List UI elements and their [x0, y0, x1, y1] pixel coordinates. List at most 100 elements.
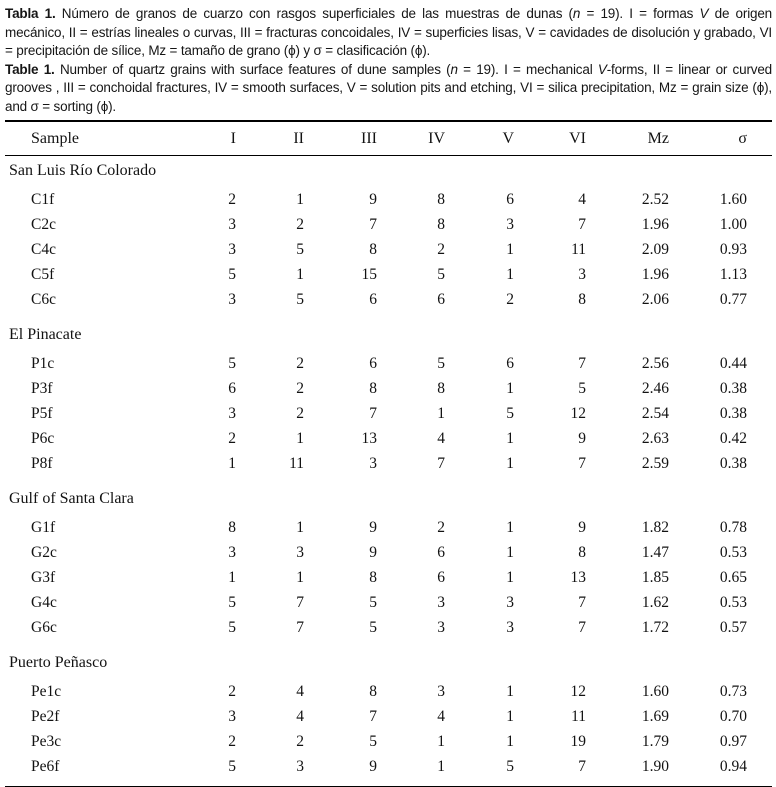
value-cell: 19 [570, 733, 587, 750]
value-cell: 1.60 [641, 683, 669, 700]
table-row: G1f 8 1 9 2 1 9 1.82 0.78 [5, 515, 772, 540]
value-cell: 5 [296, 241, 304, 258]
table-body: San Luis Río Colorado C1f 2 1 9 8 6 4 2.52 1.60 C2… [5, 156, 772, 787]
value-cell: 2 [296, 733, 304, 750]
value-cell: 0.53 [719, 544, 747, 561]
value-cell: 7 [578, 216, 586, 233]
value-cell: 13 [361, 430, 378, 447]
value-cell: 3 [506, 594, 514, 611]
value-cell: 1 [506, 430, 514, 447]
quartz-grains-table: Sample I II III IV V VI Mz σ San Luis Río Colora… [5, 120, 772, 787]
column-header-V: V [445, 121, 514, 156]
caption-segment: Tabla 1. [5, 6, 56, 21]
caption-segment: n [572, 6, 581, 21]
sample-id: Pe2f [31, 708, 60, 725]
value-cell: 1.60 [719, 191, 747, 208]
table-row: C5f 5 1 15 5 1 3 1.96 1.13 [5, 262, 772, 287]
value-cell: 1 [506, 266, 514, 283]
value-cell: 1 [296, 191, 304, 208]
caption-segment: V [699, 6, 709, 21]
value-cell: 7 [578, 355, 586, 372]
sample-id: P6c [31, 430, 55, 447]
value-cell: 2.09 [641, 241, 669, 258]
value-cell: 7 [578, 619, 586, 636]
value-cell: 8 [369, 241, 377, 258]
value-cell: 1 [506, 519, 514, 536]
value-cell: 6 [228, 380, 236, 397]
value-cell: 3 [296, 758, 304, 775]
value-cell: 5 [506, 758, 514, 775]
value-cell: 0.93 [719, 241, 747, 258]
group-label: El Pinacate [9, 326, 82, 343]
column-header-I: I [193, 121, 236, 156]
value-cell: 5 [578, 380, 586, 397]
value-cell: 0.65 [719, 569, 747, 586]
value-cell: 3 [437, 683, 445, 700]
caption-block: Tabla 1. Número de granos de cuarzo con … [5, 5, 772, 116]
value-cell: 1 [506, 380, 514, 397]
caption-spanish: Tabla 1. Número de granos de cuarzo con … [5, 5, 772, 61]
table-row: Pe1c 2 4 8 3 1 12 1.60 0.73 [5, 679, 772, 704]
value-cell: 5 [437, 266, 445, 283]
sample-id: G6c [31, 619, 57, 636]
sample-id: G3f [31, 569, 56, 586]
value-cell: 4 [296, 708, 304, 725]
value-cell: 0.38 [719, 455, 747, 472]
caption-english: Table 1. Number of quartz grains with su… [5, 61, 772, 117]
value-cell: 0.73 [719, 683, 747, 700]
table-row: Pe3c 2 2 5 1 1 19 1.79 0.97 [5, 729, 772, 754]
caption-segment: = 19). I = mechanical [457, 61, 598, 77]
value-cell: 1.69 [641, 708, 669, 725]
value-cell: 1 [437, 733, 445, 750]
value-cell: 4 [437, 708, 445, 725]
value-cell: 9 [369, 544, 377, 561]
group-row: Puerto Peñasco [5, 640, 772, 679]
value-cell: 8 [437, 216, 445, 233]
value-cell: 0.44 [719, 355, 747, 372]
value-cell: 5 [506, 405, 514, 422]
value-cell: 3 [506, 619, 514, 636]
table-row: P5f 3 2 7 1 5 12 2.54 0.38 [5, 401, 772, 426]
value-cell: 1.47 [641, 544, 669, 561]
value-cell: 7 [369, 708, 377, 725]
group-row: El Pinacate [5, 312, 772, 351]
caption-segment: n [450, 61, 458, 77]
value-cell: 1.72 [641, 619, 669, 636]
value-cell: 2 [296, 216, 304, 233]
column-header-VI: VI [514, 121, 586, 156]
table-row: G6c 5 7 5 3 3 7 1.72 0.57 [5, 615, 772, 640]
value-cell: 0.57 [719, 619, 747, 636]
value-cell: 5 [228, 758, 236, 775]
value-cell: 1 [228, 455, 236, 472]
value-cell: 3 [506, 216, 514, 233]
value-cell: 8 [228, 519, 236, 536]
table-row: G4c 5 7 5 3 3 7 1.62 0.53 [5, 590, 772, 615]
value-cell: 1 [296, 266, 304, 283]
value-cell: 6 [506, 355, 514, 372]
value-cell: 2 [296, 405, 304, 422]
value-cell: 2 [437, 241, 445, 258]
sample-id: Pe1c [31, 683, 62, 700]
table-row: P1c 5 2 6 5 6 7 2.56 0.44 [5, 351, 772, 376]
value-cell: 1.79 [641, 733, 669, 750]
value-cell: 11 [571, 708, 586, 725]
caption-segment: Number of quartz grains with surface fea… [54, 61, 451, 77]
value-cell: 0.78 [719, 519, 747, 536]
sample-id: G1f [31, 519, 56, 536]
sample-id: Pe6f [31, 758, 60, 775]
value-cell: 1.62 [641, 594, 669, 611]
sample-id: C5f [31, 266, 55, 283]
value-cell: 3 [228, 216, 236, 233]
table-row: P8f 1 11 3 7 1 7 2.59 0.38 [5, 451, 772, 476]
value-cell: 2.54 [641, 405, 669, 422]
column-header-sample: Sample [5, 121, 193, 156]
value-cell: 1 [506, 455, 514, 472]
value-cell: 7 [578, 594, 586, 611]
caption-segment: de origen mecánico, II = estrías lineale… [5, 6, 773, 58]
table-row: P3f 6 2 8 8 1 5 2.46 0.38 [5, 376, 772, 401]
value-cell: 6 [369, 355, 377, 372]
sample-id: P1c [31, 355, 55, 372]
value-cell: 2 [296, 355, 304, 372]
sample-id: P5f [31, 405, 53, 422]
sample-id: P8f [31, 455, 53, 472]
